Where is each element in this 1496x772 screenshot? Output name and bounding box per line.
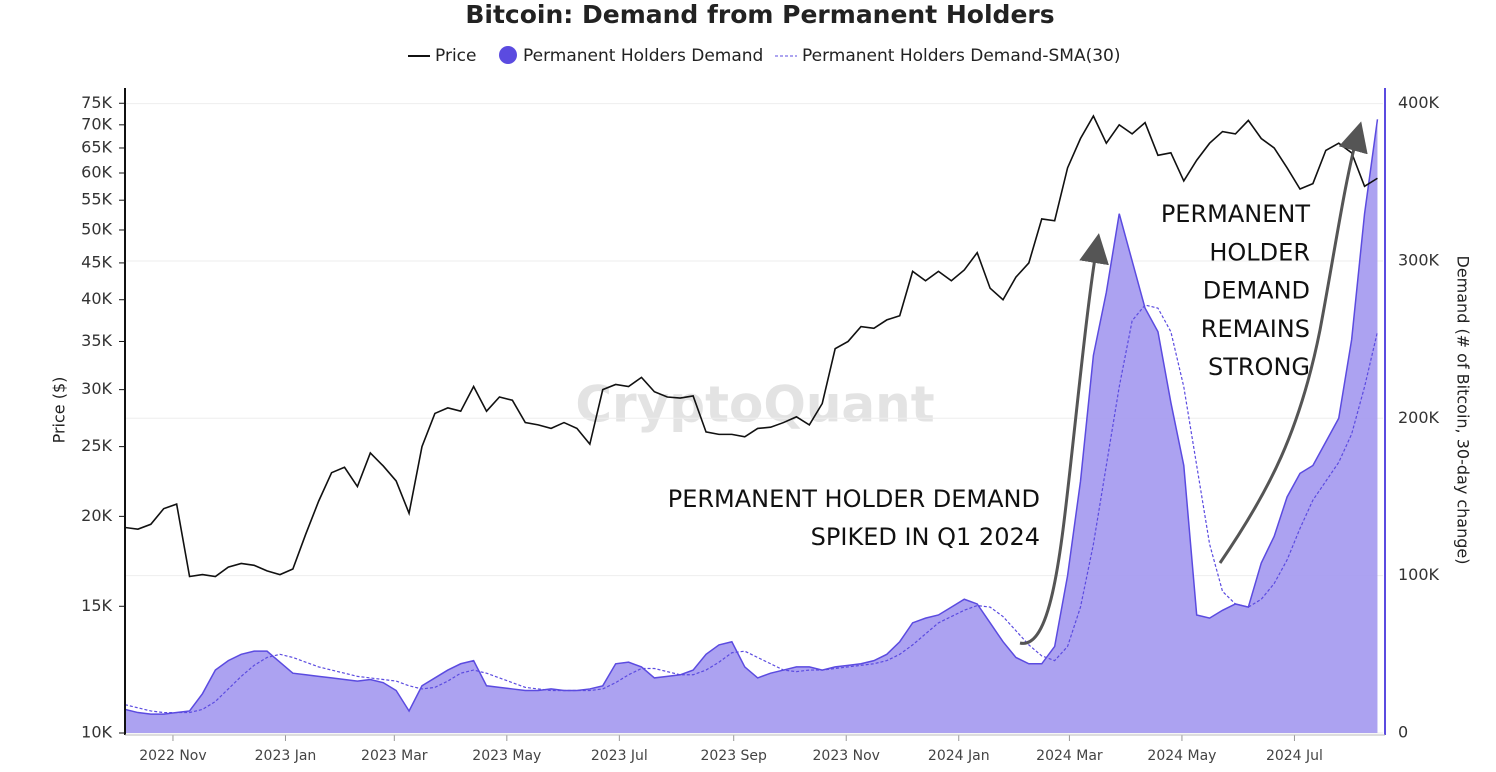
legend-label: Price: [435, 46, 476, 66]
price-line: [124, 114, 1378, 578]
chart-title: Bitcoin: Demand from Permanent Holders: [465, 0, 1054, 29]
y-tick-label: 55K: [81, 190, 112, 209]
y-tick-label: 50K: [81, 219, 112, 238]
x-tick-label: 2024 Jul: [1266, 748, 1323, 764]
annotation: HOLDER: [1209, 238, 1310, 266]
x-tick-label: 2023 Nov: [813, 748, 880, 764]
legend-label: Permanent Holders Demand: [523, 46, 763, 66]
x-tick-label: 2024 May: [1147, 748, 1216, 764]
y2-tick-label: 0: [1398, 723, 1408, 742]
y-tick-label: 35K: [81, 331, 112, 350]
y-tick-label: 15K: [81, 596, 112, 615]
x-tick-label: 2023 Jan: [255, 748, 317, 764]
y-tick-label: 10K: [81, 723, 112, 742]
y2-tick-label: 100K: [1398, 565, 1440, 584]
x-tick-label: 2023 Jul: [591, 748, 648, 764]
legend-label: Permanent Holders Demand-SMA(30): [802, 46, 1120, 66]
y2-tick-label: 200K: [1398, 408, 1440, 427]
y-axis-label: Price ($): [50, 377, 69, 444]
annotation: PERMANENT: [1161, 200, 1311, 228]
x-tick-label: 2023 Mar: [361, 748, 428, 764]
y-tick-label: 20K: [81, 506, 112, 525]
y-tick-label: 75K: [81, 93, 112, 112]
y-tick-label: 65K: [81, 137, 112, 156]
y-tick-label: 45K: [81, 252, 112, 271]
x-tick-label: 2024 Mar: [1036, 748, 1103, 764]
y2-tick-label: 300K: [1398, 250, 1440, 269]
annotation: REMAINS: [1201, 315, 1310, 343]
legend-swatch: [499, 46, 517, 64]
y-tick-label: 70K: [81, 114, 112, 133]
annotation: DEMAND: [1203, 277, 1310, 305]
annotation: SPIKED IN Q1 2024: [811, 523, 1040, 551]
demand-area: [125, 119, 1378, 733]
x-tick-label: 2024 Jan: [928, 748, 990, 764]
annotation: PERMANENT HOLDER DEMAND: [668, 485, 1040, 513]
y2-tick-label: 400K: [1398, 93, 1440, 112]
arrow: [1019, 233, 1109, 645]
y-tick-label: 40K: [81, 289, 112, 308]
arrow: [1218, 121, 1368, 564]
y-tick-label: 60K: [81, 162, 112, 181]
y2-axis-label: Demand (# of Bitcoin, 30-day change): [1454, 256, 1473, 565]
y-tick-label: 30K: [81, 379, 112, 398]
x-tick-label: 2023 May: [472, 748, 541, 764]
x-tick-label: 2023 Sep: [700, 748, 767, 764]
annotation: STRONG: [1208, 353, 1310, 381]
x-tick-label: 2022 Nov: [139, 748, 206, 764]
demand-line: [124, 119, 1379, 715]
watermark: CryptoQuant: [575, 376, 934, 434]
y-tick-label: 25K: [81, 436, 112, 455]
sma-line: [124, 304, 1379, 714]
legend: Price Permanent Holders Demand Permanent H…: [408, 46, 1120, 66]
marks: [124, 114, 1379, 733]
